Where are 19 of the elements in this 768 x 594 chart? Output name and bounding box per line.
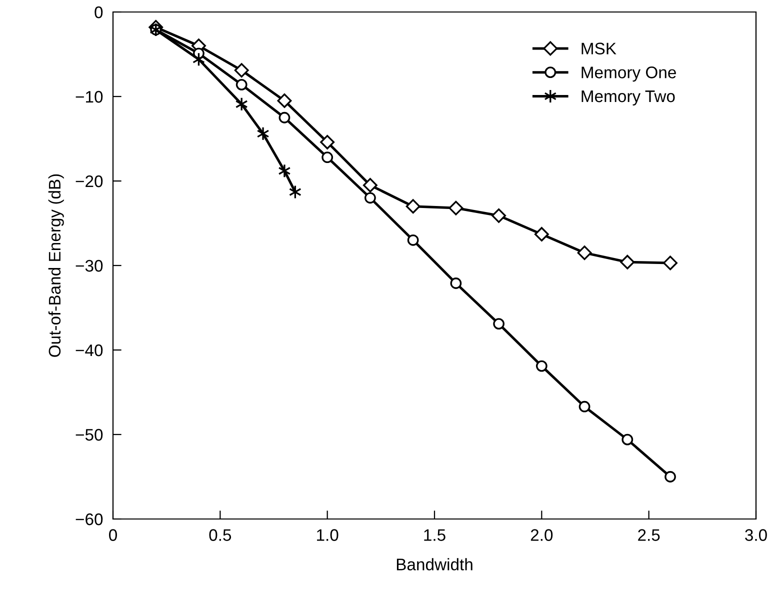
y-tick-label: −10 <box>76 90 103 103</box>
x-tick-label: 0 <box>109 529 117 541</box>
x-tick-label: 0.5 <box>209 529 232 541</box>
legend-label: Memory Two <box>582 90 675 106</box>
y-axis-title: Out-of-Band Energy (dB) <box>48 174 64 357</box>
y-tick-label: −40 <box>76 344 103 356</box>
x-tick-label: 1.5 <box>424 529 446 541</box>
y-tick-label: −30 <box>76 260 103 272</box>
x-tick-label: 3.0 <box>745 529 767 541</box>
y-tick-label: −50 <box>76 428 103 441</box>
x-tick-label: 2.5 <box>638 529 660 541</box>
x-tick-label: 2.0 <box>530 529 553 541</box>
legend-label: MSK <box>582 42 616 54</box>
legend-label: Memory One <box>582 66 676 82</box>
y-tick-label: 0 <box>94 6 103 18</box>
x-axis-title: Bandwidth <box>396 558 472 570</box>
y-tick-label: −20 <box>76 175 103 188</box>
x-tick-label: 1.0 <box>317 529 338 541</box>
y-tick-label: −60 <box>76 513 103 526</box>
